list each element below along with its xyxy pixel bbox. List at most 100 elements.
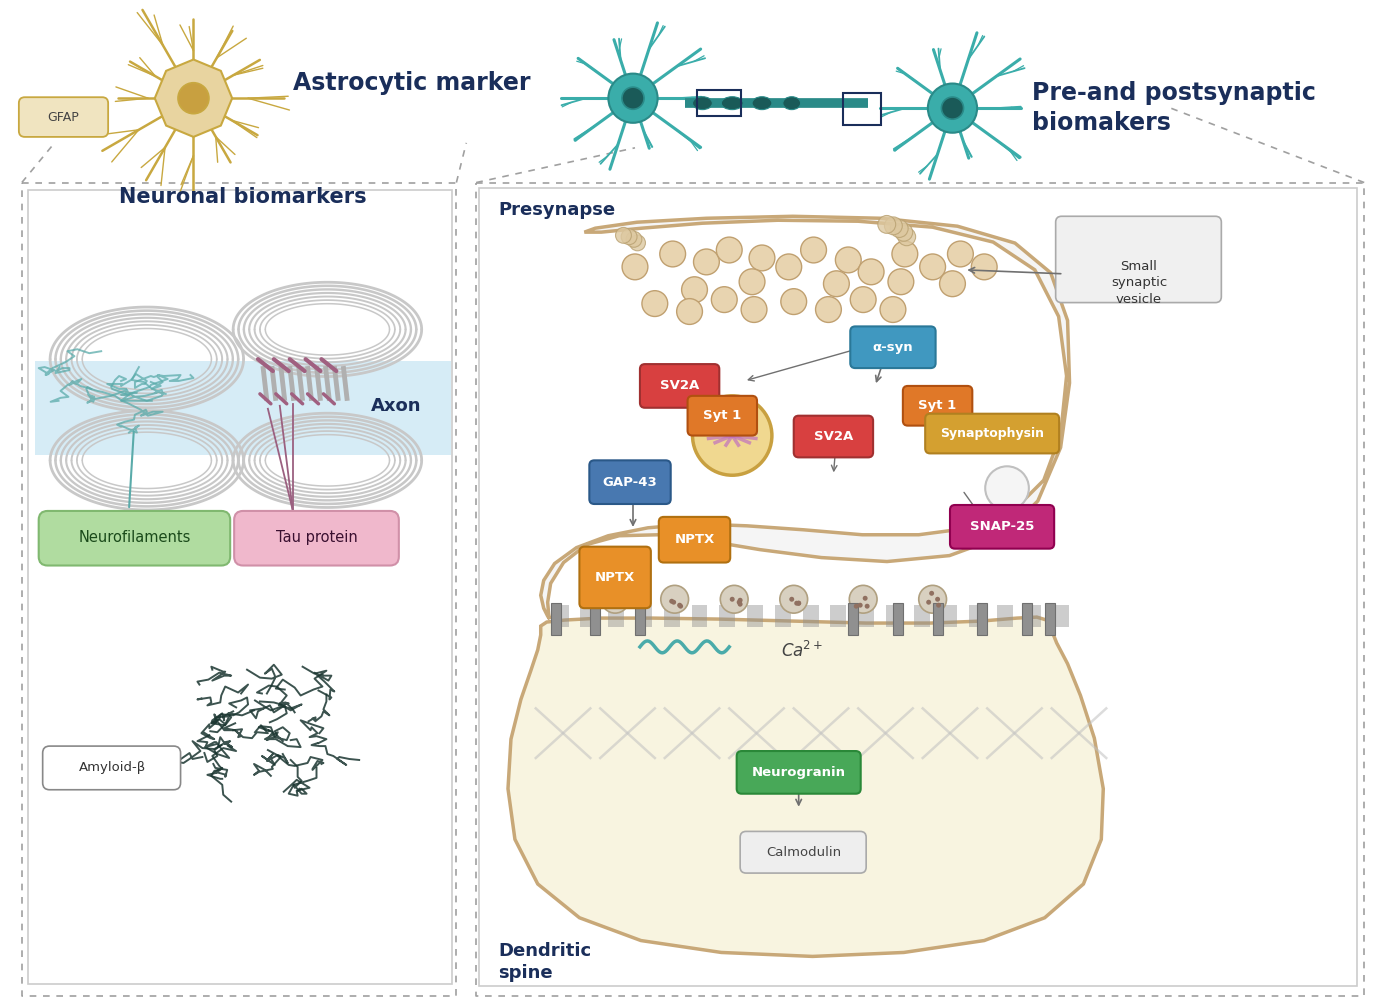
Text: Presynapse: Presynapse	[498, 202, 616, 220]
Ellipse shape	[721, 97, 744, 110]
Ellipse shape	[783, 97, 801, 110]
FancyBboxPatch shape	[39, 511, 231, 565]
Circle shape	[623, 254, 648, 280]
Bar	[609, 605, 624, 627]
Circle shape	[941, 97, 963, 119]
Text: Neurogranin: Neurogranin	[752, 766, 845, 779]
Circle shape	[610, 598, 614, 603]
Circle shape	[781, 288, 806, 314]
Circle shape	[749, 245, 774, 271]
Circle shape	[895, 224, 913, 241]
FancyBboxPatch shape	[794, 415, 873, 458]
Circle shape	[935, 603, 941, 608]
Bar	[698, 91, 741, 116]
Bar	[977, 603, 987, 635]
Text: Synaptophysin: Synaptophysin	[940, 427, 1044, 440]
Bar	[969, 605, 986, 627]
Circle shape	[884, 217, 902, 235]
Circle shape	[790, 597, 794, 602]
Bar	[844, 94, 881, 125]
Circle shape	[712, 286, 737, 312]
Text: GFAP: GFAP	[47, 111, 79, 124]
Circle shape	[796, 601, 801, 606]
Circle shape	[739, 269, 764, 294]
Text: Calmodulin: Calmodulin	[766, 846, 841, 859]
Bar	[892, 603, 904, 635]
Polygon shape	[507, 617, 1104, 957]
Text: Astrocytic marker: Astrocytic marker	[293, 72, 530, 96]
Bar	[1045, 603, 1055, 635]
Text: Amyloid-β: Amyloid-β	[78, 761, 146, 774]
Circle shape	[851, 286, 876, 312]
Text: Axon: Axon	[371, 397, 421, 414]
Circle shape	[880, 296, 906, 323]
Circle shape	[865, 604, 870, 609]
Polygon shape	[154, 59, 232, 137]
FancyBboxPatch shape	[234, 511, 399, 565]
FancyBboxPatch shape	[737, 751, 860, 793]
Circle shape	[823, 271, 849, 296]
Circle shape	[621, 87, 644, 109]
Bar	[692, 605, 708, 627]
Circle shape	[741, 296, 767, 323]
Circle shape	[853, 604, 859, 609]
Bar	[941, 605, 958, 627]
Text: α-syn: α-syn	[873, 341, 913, 354]
Bar	[480, 187, 1357, 986]
Circle shape	[621, 229, 637, 245]
Circle shape	[780, 586, 808, 613]
Circle shape	[890, 220, 908, 238]
Text: Syt 1: Syt 1	[703, 409, 741, 422]
Bar	[1052, 605, 1069, 627]
Bar	[28, 191, 452, 984]
Bar	[1024, 605, 1041, 627]
Ellipse shape	[752, 97, 771, 110]
Circle shape	[858, 603, 863, 608]
Circle shape	[681, 277, 708, 302]
Text: Neuronal biomarkers: Neuronal biomarkers	[120, 187, 367, 208]
Circle shape	[626, 232, 642, 247]
Circle shape	[602, 586, 630, 613]
Circle shape	[835, 247, 862, 273]
Text: Pre-and postsynaptic
biomakers: Pre-and postsynaptic biomakers	[1031, 82, 1316, 135]
Circle shape	[898, 228, 916, 246]
Text: Dendritic
spine: Dendritic spine	[498, 941, 591, 982]
Text: SNAP-25: SNAP-25	[970, 520, 1034, 533]
Text: SV2A: SV2A	[660, 379, 699, 392]
Bar	[913, 605, 930, 627]
FancyBboxPatch shape	[739, 832, 866, 873]
Circle shape	[630, 235, 645, 251]
Circle shape	[892, 241, 917, 267]
Bar	[997, 605, 1013, 627]
Circle shape	[669, 599, 674, 604]
FancyBboxPatch shape	[926, 413, 1059, 454]
Circle shape	[616, 228, 631, 243]
Circle shape	[606, 599, 610, 604]
Circle shape	[863, 596, 867, 601]
Circle shape	[738, 602, 742, 607]
Bar	[885, 605, 902, 627]
Circle shape	[692, 396, 771, 475]
Text: Ca$^{2+}$: Ca$^{2+}$	[781, 641, 823, 661]
Circle shape	[677, 603, 682, 608]
FancyBboxPatch shape	[904, 386, 973, 425]
Text: Tau protein: Tau protein	[275, 530, 357, 545]
Circle shape	[720, 586, 748, 613]
Bar	[933, 603, 942, 635]
Circle shape	[919, 586, 947, 613]
Circle shape	[926, 600, 931, 605]
Circle shape	[716, 237, 742, 263]
FancyBboxPatch shape	[659, 517, 730, 562]
FancyBboxPatch shape	[43, 746, 181, 789]
Bar	[848, 603, 858, 635]
Circle shape	[794, 601, 799, 606]
Bar	[550, 603, 560, 635]
Text: Small
synaptic
vesicle: Small synaptic vesicle	[1111, 260, 1168, 306]
Circle shape	[929, 591, 934, 596]
Circle shape	[617, 593, 621, 598]
Circle shape	[888, 269, 913, 294]
Circle shape	[776, 254, 802, 280]
Circle shape	[972, 254, 997, 280]
Circle shape	[609, 74, 657, 123]
Circle shape	[801, 237, 827, 263]
